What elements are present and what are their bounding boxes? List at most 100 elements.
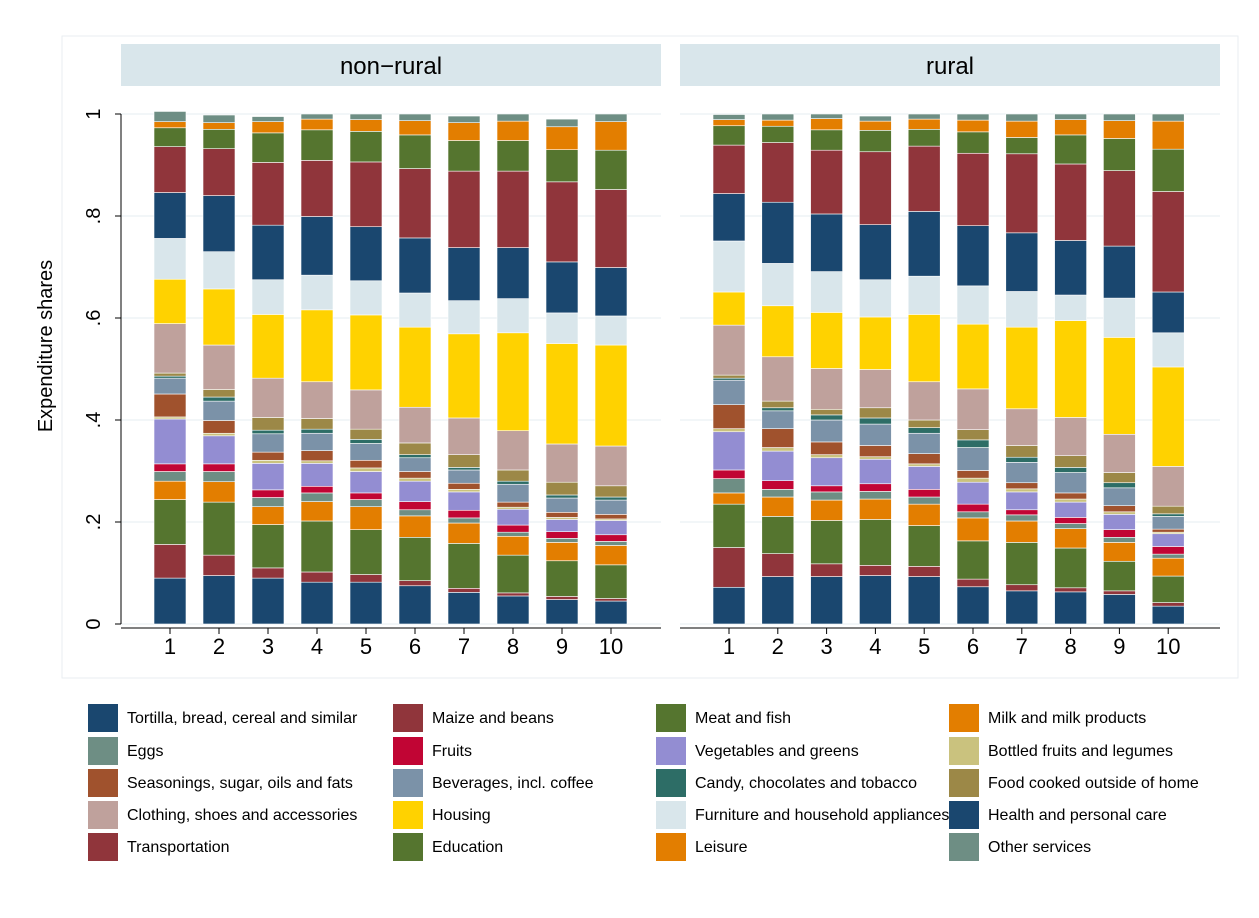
bar-segment [202, 344, 236, 390]
bar-segment [153, 480, 187, 500]
bar-segment [810, 457, 843, 487]
bar-segment [956, 285, 990, 325]
bar-segment [956, 477, 990, 483]
bar-segment [251, 279, 285, 315]
bar-segment [153, 416, 187, 420]
bar-segment [447, 333, 481, 419]
bar-segment [545, 181, 579, 263]
bar-segment [202, 463, 236, 472]
panel-1: non−rural 0 .2 .4 .6 .8 1 1 2 3 4 5 6 7 8 9 10 [83, 44, 661, 659]
plot-area [121, 73, 661, 614]
bar-segment [251, 567, 285, 579]
x-tick-label: 3 [262, 634, 274, 659]
bar-segment [712, 431, 746, 471]
bar-segment [1054, 320, 1087, 418]
bar-segment [712, 374, 746, 379]
bar-segment [447, 543, 481, 589]
bar-segment [907, 489, 941, 498]
legend-item: Maize and beans [393, 704, 554, 732]
bar-segment [398, 442, 432, 455]
bar-segment [251, 577, 285, 625]
bar-segment [398, 536, 432, 581]
bar-segment [859, 445, 892, 458]
bar-segment [907, 381, 941, 421]
bar-segment [1103, 529, 1136, 538]
bar-segment [300, 381, 334, 419]
bar-segment [907, 503, 941, 526]
bar-segment [300, 501, 334, 522]
bar-segment [398, 454, 432, 459]
bar-segment [1151, 533, 1185, 547]
bar-segment [1054, 492, 1087, 500]
bar-segment [300, 485, 334, 494]
bar-segment [496, 469, 530, 482]
bar-segment [545, 343, 579, 445]
legend-swatch [949, 801, 979, 829]
bar-segment [349, 529, 383, 575]
bar-segment [496, 506, 530, 510]
x-tick-label: 10 [1156, 634, 1180, 659]
bar-segment [761, 576, 795, 625]
bar-segment [1103, 170, 1136, 247]
bar-segment [153, 121, 187, 129]
bar-segment [349, 389, 383, 430]
bar-segment [545, 261, 579, 314]
bar-segment [1103, 482, 1136, 489]
bar-segment [300, 118, 334, 131]
legend-swatch [393, 801, 423, 829]
x-tick-label: 4 [869, 634, 881, 659]
bar-segment [859, 491, 892, 500]
bar-segment [1005, 456, 1039, 463]
bar-segment [859, 519, 892, 566]
legend-item: Furniture and household appliances [656, 801, 949, 829]
bar-segment [349, 161, 383, 228]
bar-segment [251, 224, 285, 281]
bar-segment [349, 439, 383, 444]
bar-segment [1005, 590, 1039, 625]
bar-segment [761, 428, 795, 448]
bar-segment [1005, 120, 1039, 138]
x-tick-label: 7 [1016, 634, 1028, 659]
bar-segment [712, 119, 746, 127]
bar-segment [202, 396, 236, 402]
bar-segment [907, 453, 941, 465]
bar-segment [545, 512, 579, 518]
bar-segment [300, 460, 334, 464]
legend-item: Meat and fish [656, 704, 791, 732]
y-tick-label: .4 [83, 412, 105, 429]
bar-segment [251, 429, 285, 435]
bar-segment [1054, 472, 1087, 494]
legend-item: Other services [949, 833, 1091, 861]
legend-item: Clothing, shoes and accessories [88, 801, 357, 829]
bar-segment [447, 467, 481, 471]
bar-segment [153, 418, 187, 465]
bar-segment [251, 121, 285, 134]
bar-segment [1103, 505, 1136, 513]
bar-segment [545, 126, 579, 151]
bar-segment [859, 120, 892, 131]
bar-segment [398, 477, 432, 482]
bar-segment [761, 410, 795, 429]
bar-segment [712, 547, 746, 588]
bar-segment [545, 149, 579, 183]
bar-segment [859, 498, 892, 520]
bar-segment [496, 595, 530, 625]
bar-segment [859, 369, 892, 409]
bar-segment [251, 459, 285, 464]
bar-segment [1103, 514, 1136, 530]
bar-segment [956, 152, 990, 226]
bar-segment [712, 492, 746, 505]
bar-segment [907, 496, 941, 505]
bar-segment [956, 119, 990, 133]
bar-segment [447, 522, 481, 544]
legend-swatch [656, 833, 686, 861]
bar-segment [398, 237, 432, 294]
bar-segment [956, 388, 990, 430]
bar-segment [1151, 528, 1185, 533]
bar-segment [859, 483, 892, 492]
bar-segment [810, 408, 843, 416]
bar-segment [594, 520, 628, 536]
bar-segment [447, 300, 481, 335]
bar-segment [398, 515, 432, 538]
